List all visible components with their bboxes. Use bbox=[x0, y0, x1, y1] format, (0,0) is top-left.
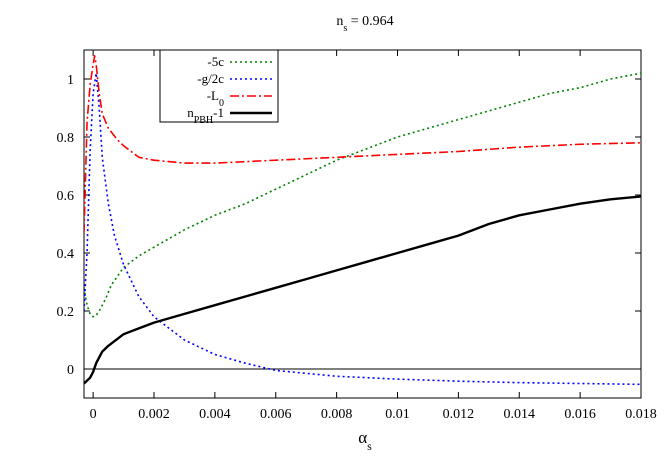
y-tick-label: 1 bbox=[67, 73, 74, 88]
legend-label-minus-g-over-2c: -g/2c bbox=[197, 71, 224, 86]
x-tick-label: 0.008 bbox=[321, 407, 353, 422]
series-line-nPBH-minus-1 bbox=[84, 195, 641, 385]
x-tick-label: 0.01 bbox=[385, 407, 410, 422]
x-tick-label: 0.004 bbox=[199, 407, 231, 422]
x-tick-label: 0.006 bbox=[260, 407, 292, 422]
x-tick-label: 0.018 bbox=[625, 407, 657, 422]
x-tick-label: 0.012 bbox=[443, 407, 475, 422]
y-tick-label: 0 bbox=[67, 363, 74, 378]
x-tick-label: 0.016 bbox=[564, 407, 596, 422]
x-tick-label: 0.002 bbox=[138, 407, 170, 422]
legend-box bbox=[159, 49, 279, 123]
x-axis-label: αs bbox=[358, 428, 372, 453]
legend-label-minus-L0: -L0 bbox=[207, 88, 224, 109]
y-tick-label: 0.8 bbox=[57, 131, 75, 146]
y-tick-label: 0.4 bbox=[57, 247, 75, 262]
chart-title: ns = 0.964 bbox=[336, 14, 393, 34]
axis-ticks: 0 0.002 0.004 0.006 0.008 0.01 0.012 0.014 0.016… bbox=[57, 50, 657, 422]
x-tick-label: 0.014 bbox=[504, 407, 536, 422]
y-tick-label: 0.2 bbox=[57, 305, 75, 320]
y-tick-label: 0.6 bbox=[57, 189, 75, 204]
legend-label-nPBH-minus-1: nPBH-1 bbox=[187, 105, 224, 126]
series-lines bbox=[84, 55, 641, 386]
series-line-minus-5c bbox=[84, 72, 641, 318]
x-tick-label: 0 bbox=[90, 407, 97, 422]
legend-label-minus-5c: -5c bbox=[207, 54, 224, 69]
series-line-minus-L0 bbox=[84, 55, 641, 233]
series-line-minus-g-over-2c bbox=[84, 72, 641, 386]
